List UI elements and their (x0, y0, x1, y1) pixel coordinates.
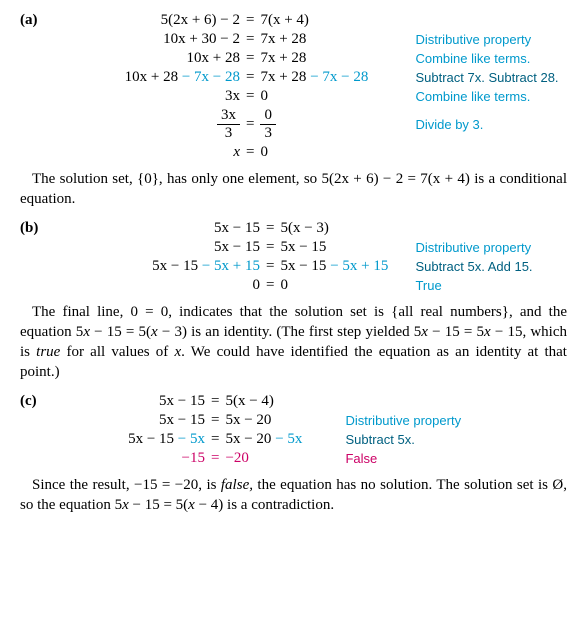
lhs: 5(2x + 6) − 2 (50, 12, 246, 29)
rhs: 5(x − 3) (274, 220, 328, 237)
lhs: 0 (50, 277, 266, 294)
rhs: 7(x + 4) (254, 12, 308, 29)
rhs: 5x − 15 − 5x + 15 (274, 258, 395, 275)
lhs: 5x − 15 (50, 220, 266, 237)
lhs: x (50, 144, 246, 161)
row-a-4: 3x = 0 Combine like terms. (20, 88, 567, 105)
lhs: 3x (50, 88, 246, 105)
section-b: (b) 5x − 15 = 5(x − 3) 5x − 15 = 5x − 15… (20, 220, 567, 383)
annot: Combine like terms. (415, 51, 530, 66)
lhs: −15 (50, 450, 211, 467)
rhs: 7x + 28 (254, 50, 395, 67)
row-c-final: −15 = −20 False (20, 450, 567, 467)
lhs: 10x + 28 − 7x − 28 (50, 69, 246, 86)
equals: = (266, 277, 274, 294)
annot: Subtract 5x. (345, 432, 414, 447)
annot: False (345, 451, 377, 466)
equals: = (246, 31, 254, 48)
section-a: (a) 5(2x + 6) − 2 = 7(x + 4) 10x + 30 − … (20, 12, 567, 210)
annot: Subtract 5x. Add 15. (415, 259, 532, 274)
row-c-1: 5x − 15 = 5x − 20 Distributive property (20, 412, 567, 429)
equals: = (211, 450, 219, 467)
rhs: 5x − 20 − 5x (219, 431, 325, 448)
equals: = (266, 220, 274, 237)
equals: = (246, 144, 254, 161)
row-a-0: (a) 5(2x + 6) − 2 = 7(x + 4) (20, 12, 567, 29)
annot: Subtract 7x. Subtract 28. (415, 70, 558, 85)
frac-right: 03 (260, 107, 276, 142)
equals: = (211, 393, 219, 410)
rhs: 5x − 15 (274, 239, 395, 256)
annot: Distributive property (345, 413, 461, 428)
row-b-2: 5x − 15 − 5x + 15 = 5x − 15 − 5x + 15 Su… (20, 258, 567, 275)
rhs: 0 (274, 277, 395, 294)
label-b: (b) (20, 220, 50, 237)
lhs: 5x − 15 − 5x + 15 (50, 258, 266, 275)
lhs: 5x − 15 (50, 239, 266, 256)
lhs: 5x − 15 (50, 412, 211, 429)
annot: Distributive property (415, 240, 531, 255)
lhs: 5x − 15 (50, 393, 211, 410)
row-a-2: 10x + 28 = 7x + 28 Combine like terms. (20, 50, 567, 67)
lhs: 5x − 15 − 5x (50, 431, 211, 448)
equals: = (246, 50, 254, 67)
row-a-1: 10x + 30 − 2 = 7x + 28 Distributive prop… (20, 31, 567, 48)
equals: = (266, 258, 274, 275)
equals: = (246, 12, 254, 29)
annot: True (415, 278, 441, 293)
equals: = (211, 412, 219, 429)
row-a-3: 10x + 28 − 7x − 28 = 7x + 28 − 7x − 28 S… (20, 69, 567, 86)
rhs: 0 (254, 144, 268, 161)
row-a-final: x = 0 (20, 144, 567, 161)
lhs: 10x + 30 − 2 (50, 31, 246, 48)
frac-left: 3x3 (217, 107, 240, 142)
row-b-3: 0 = 0 True (20, 277, 567, 294)
equals: = (246, 116, 254, 133)
annot: Combine like terms. (415, 89, 530, 104)
rhs: 7x + 28 (254, 31, 395, 48)
equals: = (266, 239, 274, 256)
row-a-frac: 3x3 = 03 Divide by 3. (20, 107, 567, 142)
rhs: 5(x − 4) (219, 393, 273, 410)
label-c: (c) (20, 393, 50, 410)
annot: Divide by 3. (415, 117, 483, 132)
row-c-2: 5x − 15 − 5x = 5x − 20 − 5x Subtract 5x. (20, 431, 567, 448)
equals: = (211, 431, 219, 448)
equals: = (246, 69, 254, 86)
rhs: 5x − 20 (219, 412, 325, 429)
lhs: 10x + 28 (50, 50, 246, 67)
row-c-0: (c) 5x − 15 = 5(x − 4) (20, 393, 567, 410)
rhs: 03 (254, 107, 395, 142)
label-a: (a) (20, 12, 50, 29)
rhs: 7x + 28 − 7x − 28 (254, 69, 395, 86)
para-b: The final line, 0 = 0, indicates that th… (20, 302, 567, 383)
lhs: 3x3 (50, 107, 246, 142)
row-b-1: 5x − 15 = 5x − 15 Distributive property (20, 239, 567, 256)
rhs: 0 (254, 88, 395, 105)
row-b-0: (b) 5x − 15 = 5(x − 3) (20, 220, 567, 237)
para-c: Since the result, −15 = −20, is false, t… (20, 475, 567, 516)
annot: Distributive property (415, 32, 531, 47)
para-a: The solution set, {0}, has only one elem… (20, 169, 567, 210)
equals: = (246, 88, 254, 105)
rhs: −20 (219, 450, 325, 467)
section-c: (c) 5x − 15 = 5(x − 4) 5x − 15 = 5x − 20… (20, 393, 567, 516)
